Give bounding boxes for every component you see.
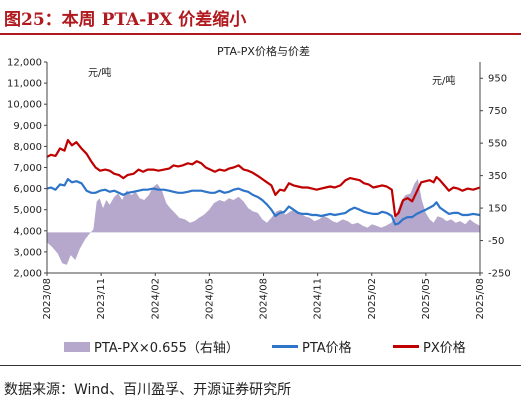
- series-pta-line: [46, 178, 481, 226]
- left-tick-label: 3,000: [13, 247, 42, 258]
- x-tick-label: 2024/11: [313, 278, 324, 320]
- left-axis-unit: 元/吨: [88, 66, 111, 79]
- left-tick-label: 2,000: [13, 269, 42, 280]
- chart-title: PTA-PX价格与价差: [217, 44, 310, 58]
- legend-item-pta: PTA价格: [272, 337, 352, 356]
- legend-label-spread: PTA-PX×0.655（右轴）: [94, 341, 239, 356]
- right-tick-label: 950: [488, 74, 507, 85]
- x-tick-label: 2025/08: [475, 278, 486, 320]
- chart: PTA-PX价格与价差元/吨元/吨2,0003,0004,0005,0006,0…: [7, 44, 511, 320]
- right-tick-label: -250: [488, 269, 511, 280]
- right-tick-label: 550: [488, 139, 507, 150]
- right-tick-label: -50: [488, 236, 504, 247]
- legend-swatch-spread: [64, 341, 90, 352]
- right-axis-unit: 元/吨: [432, 74, 455, 87]
- x-tick-label: 2024/05: [204, 278, 215, 320]
- x-tick-label: 2024/08: [259, 278, 270, 320]
- right-tick-label: 350: [488, 171, 507, 182]
- footer-rule: [0, 365, 521, 366]
- series-spread-area: [47, 178, 480, 265]
- right-tick-label: 750: [488, 106, 507, 117]
- legend-swatch-pta: [272, 345, 298, 348]
- x-tick-label: 2025/02: [367, 278, 378, 320]
- data-source: 数据来源：Wind、百川盈孚、开源证券研究所: [4, 382, 292, 398]
- figure-title: 图25：本周 PTA-PX 价差缩小: [4, 10, 247, 30]
- x-tick-label: 2023/11: [96, 278, 107, 320]
- x-tick-label: 2023/08: [42, 278, 53, 320]
- left-tick-label: 9,000: [13, 121, 42, 132]
- legend-swatch-px: [393, 345, 419, 348]
- x-tick-label: 2025/05: [421, 278, 432, 320]
- chart-legend: PTA-PX×0.655（右轴） PTA价格 PX价格: [0, 335, 521, 357]
- legend-item-px: PX价格: [393, 337, 466, 356]
- left-tick-label: 12,000: [7, 58, 42, 69]
- left-tick-label: 8,000: [13, 142, 42, 153]
- legend-label-px: PX价格: [423, 341, 466, 356]
- left-tick-label: 5,000: [13, 205, 42, 216]
- header-rule: [0, 33, 521, 35]
- left-tick-label: 11,000: [7, 79, 42, 90]
- x-tick-label: 2024/02: [150, 278, 161, 320]
- figure-header: 图25：本周 PTA-PX 价差缩小: [0, 0, 521, 36]
- left-tick-label: 10,000: [7, 100, 42, 111]
- legend-item-spread: PTA-PX×0.655（右轴）: [64, 337, 239, 356]
- legend-label-pta: PTA价格: [302, 341, 352, 356]
- left-tick-label: 6,000: [13, 184, 42, 195]
- left-tick-label: 7,000: [13, 163, 42, 174]
- series-px-line: [46, 138, 481, 218]
- left-tick-label: 4,000: [13, 226, 42, 237]
- right-tick-label: 150: [488, 204, 507, 215]
